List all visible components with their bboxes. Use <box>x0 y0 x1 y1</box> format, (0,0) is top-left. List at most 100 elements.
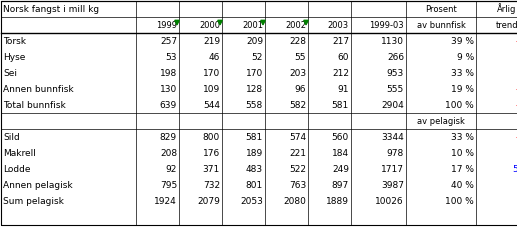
Text: 33 %: 33 % <box>451 69 474 77</box>
Text: 100 %: 100 % <box>445 197 474 205</box>
Text: -9 %: -9 % <box>515 133 517 141</box>
Text: 209: 209 <box>246 37 263 45</box>
Text: 33 %: 33 % <box>451 133 474 141</box>
Text: Lodde: Lodde <box>3 165 31 173</box>
Text: Sum pelagisk: Sum pelagisk <box>3 197 64 205</box>
Text: 897: 897 <box>332 180 349 190</box>
Text: 208: 208 <box>160 148 177 158</box>
Text: 130: 130 <box>160 84 177 94</box>
Polygon shape <box>261 20 265 25</box>
Text: 52: 52 <box>252 52 263 62</box>
Text: Sild: Sild <box>3 133 20 141</box>
Text: 544: 544 <box>203 101 220 109</box>
Text: 1717: 1717 <box>381 165 404 173</box>
Text: 189: 189 <box>246 148 263 158</box>
Text: 266: 266 <box>387 52 404 62</box>
Text: -7 %: -7 % <box>515 84 517 94</box>
Text: 978: 978 <box>387 148 404 158</box>
Text: 51 %: 51 % <box>513 165 517 173</box>
Text: 1130: 1130 <box>381 37 404 45</box>
Text: 221: 221 <box>289 148 306 158</box>
Text: -3 %: -3 % <box>515 37 517 45</box>
Text: Sei: Sei <box>3 69 17 77</box>
Text: 170: 170 <box>203 69 220 77</box>
Text: 46: 46 <box>209 52 220 62</box>
Polygon shape <box>175 20 179 25</box>
Text: Makrell: Makrell <box>3 148 36 158</box>
Text: 1999: 1999 <box>156 20 177 30</box>
Text: 184: 184 <box>332 148 349 158</box>
Text: 40 %: 40 % <box>451 180 474 190</box>
Text: 217: 217 <box>332 37 349 45</box>
Text: 109: 109 <box>203 84 220 94</box>
Text: 3344: 3344 <box>381 133 404 141</box>
Text: 203: 203 <box>289 69 306 77</box>
Text: Prosent: Prosent <box>425 5 457 13</box>
Text: Total bunnfisk: Total bunnfisk <box>3 101 66 109</box>
Text: 198: 198 <box>160 69 177 77</box>
Text: 581: 581 <box>246 133 263 141</box>
Text: 53: 53 <box>165 52 177 62</box>
Text: 19 %: 19 % <box>451 84 474 94</box>
Text: 2080: 2080 <box>283 197 306 205</box>
Text: 2003: 2003 <box>328 20 349 30</box>
Text: 639: 639 <box>160 101 177 109</box>
Text: 2002: 2002 <box>285 20 306 30</box>
Text: 39 %: 39 % <box>451 37 474 45</box>
Text: Norsk fangst i mill kg: Norsk fangst i mill kg <box>3 5 99 13</box>
Text: 829: 829 <box>160 133 177 141</box>
Text: 1924: 1924 <box>154 197 177 205</box>
Text: 3987: 3987 <box>381 180 404 190</box>
Text: 800: 800 <box>203 133 220 141</box>
Text: 574: 574 <box>289 133 306 141</box>
Text: 732: 732 <box>203 180 220 190</box>
Text: 560: 560 <box>332 133 349 141</box>
Text: 801: 801 <box>246 180 263 190</box>
Text: 219: 219 <box>203 37 220 45</box>
Text: 176: 176 <box>203 148 220 158</box>
Text: 10 %: 10 % <box>451 148 474 158</box>
Text: 953: 953 <box>387 69 404 77</box>
Text: av pelagisk: av pelagisk <box>417 116 465 126</box>
Text: 2079: 2079 <box>197 197 220 205</box>
Text: 558: 558 <box>246 101 263 109</box>
Text: 128: 128 <box>246 84 263 94</box>
Text: 9 %: 9 % <box>457 52 474 62</box>
Text: 483: 483 <box>246 165 263 173</box>
Text: 17 %: 17 % <box>451 165 474 173</box>
Text: 581: 581 <box>332 101 349 109</box>
Text: 2904: 2904 <box>381 101 404 109</box>
Text: 582: 582 <box>289 101 306 109</box>
Text: 212: 212 <box>332 69 349 77</box>
Text: 2053: 2053 <box>240 197 263 205</box>
Polygon shape <box>218 20 222 25</box>
Text: 522: 522 <box>289 165 306 173</box>
Text: 10026: 10026 <box>375 197 404 205</box>
Polygon shape <box>304 20 308 25</box>
Text: 55: 55 <box>295 52 306 62</box>
Text: 249: 249 <box>332 165 349 173</box>
Text: 1999-03: 1999-03 <box>369 20 404 30</box>
Text: 2001: 2001 <box>242 20 263 30</box>
Text: 371: 371 <box>203 165 220 173</box>
Text: -1 %: -1 % <box>515 101 517 109</box>
Text: trend: trend <box>496 20 517 30</box>
Text: 100 %: 100 % <box>445 101 474 109</box>
Text: 96: 96 <box>295 84 306 94</box>
Text: 2000: 2000 <box>199 20 220 30</box>
Text: 228: 228 <box>289 37 306 45</box>
Text: Torsk: Torsk <box>3 37 26 45</box>
Text: 1889: 1889 <box>326 197 349 205</box>
Text: Annen bunnfisk: Annen bunnfisk <box>3 84 73 94</box>
Text: 763: 763 <box>289 180 306 190</box>
Text: av bunnfisk: av bunnfisk <box>417 20 465 30</box>
Text: 91: 91 <box>338 84 349 94</box>
Text: Årlig: Årlig <box>497 4 516 15</box>
Text: 60: 60 <box>338 52 349 62</box>
Text: 795: 795 <box>160 180 177 190</box>
Text: Hyse: Hyse <box>3 52 25 62</box>
Text: 92: 92 <box>165 165 177 173</box>
Text: 257: 257 <box>160 37 177 45</box>
Text: Annen pelagisk: Annen pelagisk <box>3 180 72 190</box>
Text: 555: 555 <box>387 84 404 94</box>
